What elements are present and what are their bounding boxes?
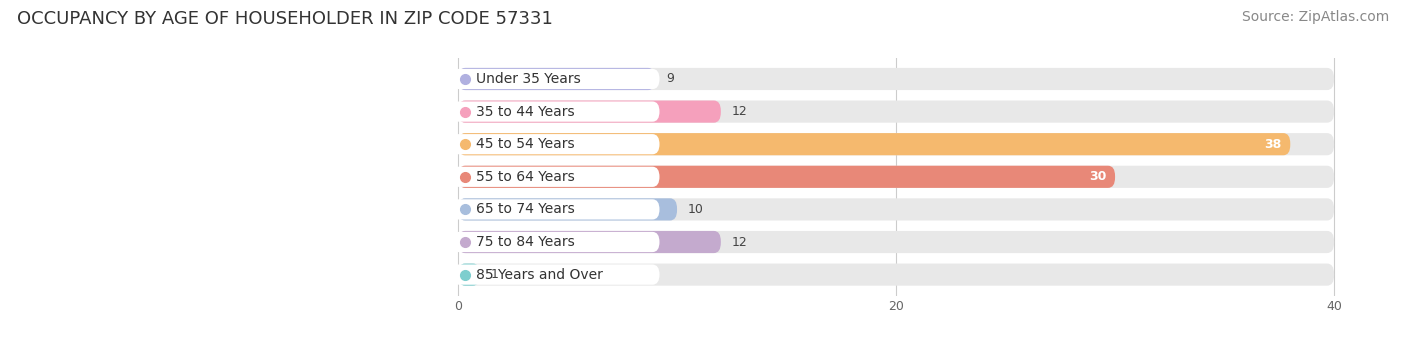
- Text: 55 to 64 Years: 55 to 64 Years: [475, 170, 574, 184]
- FancyBboxPatch shape: [458, 264, 1334, 286]
- Text: 45 to 54 Years: 45 to 54 Years: [475, 137, 574, 151]
- FancyBboxPatch shape: [458, 198, 1334, 220]
- Text: 9: 9: [666, 72, 673, 85]
- FancyBboxPatch shape: [451, 101, 659, 122]
- FancyBboxPatch shape: [458, 166, 1334, 188]
- FancyBboxPatch shape: [458, 101, 721, 123]
- Text: 75 to 84 Years: 75 to 84 Years: [475, 235, 574, 249]
- Text: 35 to 44 Years: 35 to 44 Years: [475, 105, 574, 119]
- Text: 10: 10: [688, 203, 704, 216]
- Text: 65 to 74 Years: 65 to 74 Years: [475, 202, 574, 216]
- FancyBboxPatch shape: [458, 231, 1334, 253]
- Text: 12: 12: [731, 105, 748, 118]
- FancyBboxPatch shape: [458, 133, 1334, 155]
- Text: 30: 30: [1088, 170, 1107, 183]
- FancyBboxPatch shape: [451, 265, 659, 285]
- Text: Source: ZipAtlas.com: Source: ZipAtlas.com: [1241, 10, 1389, 24]
- FancyBboxPatch shape: [451, 199, 659, 220]
- FancyBboxPatch shape: [458, 101, 1334, 123]
- FancyBboxPatch shape: [458, 198, 678, 220]
- FancyBboxPatch shape: [458, 231, 721, 253]
- FancyBboxPatch shape: [458, 68, 1334, 90]
- Text: 1: 1: [491, 268, 499, 281]
- Text: 12: 12: [731, 236, 748, 249]
- FancyBboxPatch shape: [451, 167, 659, 187]
- FancyBboxPatch shape: [458, 68, 655, 90]
- FancyBboxPatch shape: [451, 69, 659, 89]
- Text: OCCUPANCY BY AGE OF HOUSEHOLDER IN ZIP CODE 57331: OCCUPANCY BY AGE OF HOUSEHOLDER IN ZIP C…: [17, 10, 553, 28]
- FancyBboxPatch shape: [451, 134, 659, 154]
- Text: 38: 38: [1264, 138, 1281, 151]
- FancyBboxPatch shape: [458, 264, 479, 286]
- FancyBboxPatch shape: [451, 232, 659, 252]
- Text: Under 35 Years: Under 35 Years: [475, 72, 581, 86]
- FancyBboxPatch shape: [458, 166, 1115, 188]
- Text: 85 Years and Over: 85 Years and Over: [475, 268, 602, 282]
- FancyBboxPatch shape: [458, 133, 1291, 155]
